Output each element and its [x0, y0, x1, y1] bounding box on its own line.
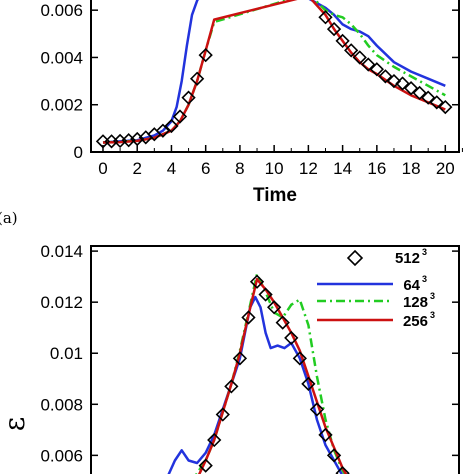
data-point-diamond: [335, 466, 350, 474]
data-point-diamond: [232, 351, 248, 366]
data-point-diamond: [403, 81, 419, 96]
y-tick-label: 0.006: [40, 1, 83, 20]
y-tick-label: 0.01: [50, 344, 83, 363]
x-tick-label: 2: [132, 159, 141, 178]
panel-b-plot: 0.006 0.008 0.01 0.012 0.014 ε 512 3 64 3 12…: [0, 242, 460, 474]
panel-a-label: (a): [0, 209, 18, 227]
legend-superscript-512: 3: [422, 247, 427, 257]
data-point-diamond: [164, 118, 179, 134]
data-point-diamond: [421, 90, 436, 105]
data-point-diamond: [438, 99, 453, 115]
y-tick-label: 0.008: [40, 395, 83, 414]
data-point-diamond: [318, 10, 333, 25]
data-point-diamond: [326, 21, 342, 37]
data-point-diamond: [241, 310, 256, 325]
data-point-diamond: [189, 71, 205, 86]
data-point-diamond: [361, 57, 376, 72]
x-tick-label: 12: [299, 159, 318, 178]
data-point-diamond: [215, 407, 230, 422]
data-point-diamond: [249, 274, 265, 289]
data-point-diamond: [258, 287, 273, 302]
legend-marker-diamond: [346, 249, 364, 267]
x-tick-label: 6: [201, 159, 210, 178]
data-point-diamond: [309, 402, 325, 417]
data-point-diamond: [301, 376, 316, 392]
legend-label-128: 128: [403, 294, 428, 311]
data-point-diamond: [344, 43, 359, 58]
legend-label-512: 512: [395, 250, 420, 267]
legend-diamond-shape: [346, 249, 364, 267]
data-point-diamond: [292, 351, 307, 366]
panel-a-y-ticks: 0 0.002 0.004 0.006: [40, 1, 459, 162]
legend-label-64: 64: [403, 277, 420, 294]
series-area: [167, 272, 350, 474]
data-point-diamond: [369, 62, 384, 77]
panel-a-frame: [90, 0, 460, 153]
x-tick-label: 10: [265, 159, 284, 178]
legend-entry-128: 128 3: [317, 291, 435, 311]
series-line-s64: [167, 295, 344, 474]
legend-superscript-64: 3: [422, 274, 427, 284]
data-point-diamond: [412, 85, 427, 101]
data-point-diamond: [155, 123, 171, 138]
data-point-diamond: [207, 432, 222, 448]
data-point-diamond: [181, 90, 196, 105]
y-tick-label: 0.014: [40, 242, 83, 261]
x-tick-label: 14: [333, 159, 352, 178]
panel-b-y-axis-title: ε: [0, 417, 31, 432]
series-line-s64: [102, 0, 446, 144]
data-point-diamond: [386, 73, 402, 89]
x-tick-label: 18: [402, 159, 421, 178]
legend-entry-256: 256 3: [317, 310, 435, 330]
panel-a-series: [95, 0, 453, 149]
panel-a-x-axis-title: Time: [253, 185, 297, 206]
x-tick-label: 20: [436, 159, 455, 178]
panel-b-frame: [90, 245, 460, 474]
data-point-diamond: [267, 300, 282, 315]
legend-superscript-128: 3: [430, 291, 435, 301]
data-point-diamond: [275, 315, 290, 330]
data-point-diamond: [172, 109, 188, 124]
data-point-diamond: [429, 95, 444, 110]
data-point-diamond: [224, 379, 239, 394]
y-tick-label: 0.002: [40, 96, 83, 115]
x-tick-label: 16: [367, 159, 386, 178]
legend-label-256: 256: [403, 313, 428, 330]
data-point-diamond: [318, 427, 333, 443]
data-point-diamond: [198, 47, 213, 63]
data-point-diamond: [326, 448, 342, 463]
data-point-diamond: [335, 33, 350, 49]
panel-b-series: [167, 272, 350, 474]
x-tick-label: 0: [98, 159, 107, 178]
data-point-diamond: [284, 330, 299, 346]
legend-entry-64: 64 3: [317, 274, 427, 294]
panel-a-x-ticks: 0 2 4 6 8 10 12 14 16 18 20: [98, 145, 463, 178]
x-tick-label: 8: [235, 159, 244, 178]
legend: 512 3 64 3 128 3 256 3: [317, 247, 435, 330]
data-point-diamond: [198, 458, 213, 473]
y-tick-label: 0.004: [40, 48, 83, 67]
legend-entry-512: 512 3: [346, 247, 427, 267]
data-point-diamond: [378, 69, 393, 84]
data-point-diamond: [352, 50, 367, 65]
series-line-s128: [102, 0, 446, 144]
legend-superscript-256: 3: [430, 310, 435, 320]
series-area: [95, 0, 453, 149]
y-tick-label: 0.012: [40, 293, 83, 312]
y-tick-label: 0: [74, 143, 83, 162]
series-line-s256: [102, 0, 446, 144]
y-tick-label: 0.006: [40, 446, 83, 465]
data-point-diamond: [395, 76, 410, 91]
x-tick-label: 4: [167, 159, 176, 178]
panel-b-y-ticks: 0.006 0.008 0.01 0.012 0.014: [40, 242, 459, 465]
